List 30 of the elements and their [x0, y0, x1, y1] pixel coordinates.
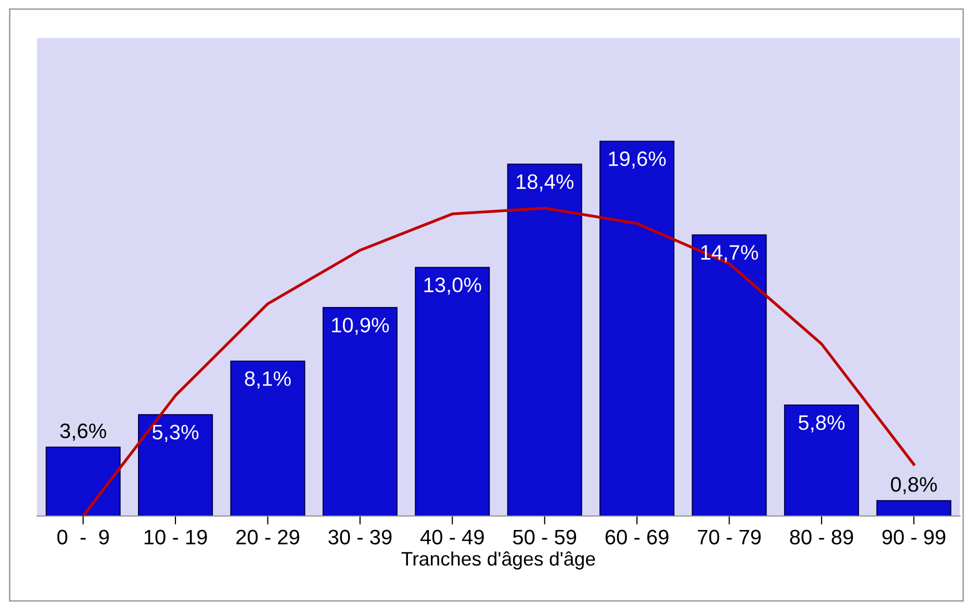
data-label: 8,1% — [244, 371, 291, 388]
bar — [322, 307, 398, 516]
bar — [414, 266, 490, 516]
x-tick-label: 90 - 99 — [882, 530, 946, 544]
data-label: 5,8% — [798, 415, 845, 432]
bar — [692, 234, 767, 516]
bar — [46, 446, 121, 516]
x-tick-label: 0 - 9 — [57, 530, 109, 544]
x-tick-label: 30 - 39 — [328, 530, 392, 544]
bar — [138, 414, 213, 516]
data-label: 10,9% — [332, 318, 389, 335]
bar — [599, 140, 674, 516]
x-tick-label: 70 - 79 — [698, 530, 761, 544]
x-tick-label: 50 - 59 — [513, 530, 576, 544]
bar — [507, 164, 582, 516]
data-label: 3,6% — [60, 424, 106, 441]
x-tick-label: 10 - 19 — [144, 530, 207, 544]
data-label: 5,3% — [152, 424, 198, 442]
x-tick-label: 80 - 89 — [790, 530, 853, 544]
x-tick-label: 60 - 69 — [606, 530, 668, 544]
bar — [876, 500, 952, 516]
x-axis-title: Tranches d'âges d'âge — [402, 551, 596, 570]
data-label: 13,0% — [424, 278, 482, 295]
bar — [230, 360, 306, 516]
data-label: 0,8% — [890, 477, 937, 494]
x-tick-label: 20 - 29 — [236, 530, 300, 544]
bar — [784, 404, 860, 516]
data-label: 19,6% — [609, 151, 666, 169]
data-label: 18,4% — [516, 174, 574, 192]
x-tick-label: 40 - 49 — [420, 530, 484, 544]
